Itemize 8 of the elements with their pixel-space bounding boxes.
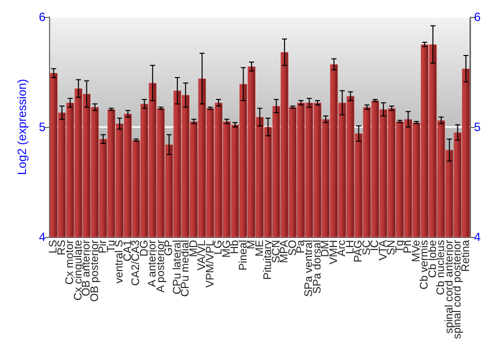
x-tick-label: Tg	[394, 240, 406, 253]
y2-tick-label: 4	[474, 230, 481, 244]
y-tick-label: 6	[38, 10, 46, 24]
y-tick-label: 4	[38, 230, 46, 244]
y-tick-label: 5	[38, 120, 46, 134]
y2-tick-label: 5	[474, 120, 481, 134]
y2-tick-label: 6	[474, 10, 481, 24]
y-axis-title: Log2 (expression)	[15, 78, 29, 176]
